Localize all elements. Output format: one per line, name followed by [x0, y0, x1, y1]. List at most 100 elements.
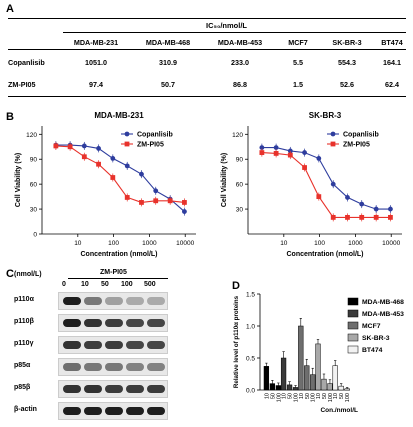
- blot-band: [84, 407, 102, 415]
- blot-strip: [58, 314, 168, 332]
- blot-band: [105, 319, 123, 327]
- lane-conc: 0: [62, 281, 66, 288]
- blot-band: [84, 363, 102, 371]
- panel-label-b: B: [6, 111, 14, 123]
- data-point: [96, 161, 101, 167]
- blot-band: [84, 385, 102, 393]
- y-tick-label: 90: [30, 157, 38, 164]
- blot-band: [84, 319, 102, 327]
- legend-swatch: [347, 297, 359, 306]
- table-cell: 233.0: [231, 58, 249, 67]
- y-tick-label: 1.5: [246, 292, 255, 299]
- series-line: [261, 147, 391, 210]
- data-point: [81, 154, 87, 160]
- p110a-bar-chart: 0.0 0.5 1.0 1.5 Relative level of p110α prot…: [233, 292, 404, 415]
- legend-label: MCF7: [362, 323, 381, 330]
- protein-label: p110α: [14, 296, 34, 303]
- blot-band: [63, 363, 81, 371]
- legend-label: MDA-MB-468: [362, 299, 404, 306]
- series-line: [55, 145, 185, 203]
- x-tick-label: 50: [288, 393, 294, 399]
- protein-label: p110β: [14, 318, 34, 325]
- legend-label: ZM-PI05: [137, 142, 164, 149]
- data-point: [316, 156, 322, 161]
- bar: [263, 366, 270, 391]
- blot-band: [147, 319, 165, 327]
- blot-band: [147, 363, 165, 371]
- dose-response-chart-sk-br-3: SK-BR-3 30 60 90 120 10 100 1000 10000 Concentrat…: [221, 111, 402, 258]
- data-point: [287, 148, 293, 154]
- x-tick-label: 10: [299, 393, 305, 399]
- y-tick-label: 120: [232, 132, 243, 139]
- protein-label: p85α: [14, 362, 31, 369]
- y-tick-label: 120: [26, 132, 37, 139]
- data-point: [67, 144, 73, 150]
- table-cell: 310.9: [159, 58, 177, 67]
- blot-band: [105, 297, 123, 305]
- blot-band: [63, 341, 81, 349]
- y-tick-label: 0.5: [246, 356, 255, 363]
- bar: [292, 387, 299, 391]
- data-point: [139, 171, 144, 177]
- data-point: [330, 214, 336, 220]
- bar: [304, 365, 310, 391]
- blot-strip: [58, 336, 168, 354]
- table-top-rule: [8, 18, 406, 19]
- chart-title: MDA-MB-231: [94, 111, 144, 120]
- table-bottom-rule: [8, 96, 406, 97]
- data-point: [316, 194, 322, 200]
- table-mid-rule: [8, 49, 406, 50]
- data-point: [110, 156, 116, 161]
- column-header: MCF7: [288, 38, 308, 47]
- bar: [298, 325, 304, 391]
- legend-label: ZM-PI05: [343, 142, 370, 149]
- blot-band: [126, 363, 144, 371]
- table-cell: 86.8: [233, 80, 247, 89]
- table-cell: 554.3: [338, 58, 356, 67]
- data-point: [388, 206, 393, 212]
- data-point: [330, 181, 336, 187]
- column-header: SK-BR-3: [332, 38, 362, 47]
- blot-band: [147, 297, 165, 305]
- blot-strip: [58, 402, 168, 420]
- legend-label: BT474: [362, 347, 383, 354]
- bar: [344, 388, 350, 391]
- lane-conc: 500: [144, 281, 156, 288]
- data-point: [373, 214, 379, 220]
- data-point: [53, 143, 59, 149]
- x-tick-label: 50: [270, 393, 276, 399]
- x-tick-label: 1000: [348, 240, 363, 247]
- western-unit-label: (nmol/L): [14, 271, 42, 278]
- series-line: [261, 152, 391, 218]
- blot-band: [84, 341, 102, 349]
- bar: [332, 365, 338, 391]
- legend-label: Copanlisib: [137, 132, 173, 139]
- x-tick-label: 100: [345, 393, 351, 402]
- panel-label-c: C: [6, 268, 14, 280]
- legend-swatch: [347, 321, 359, 330]
- table-header-rule: [63, 32, 406, 33]
- blot-band: [84, 297, 102, 305]
- x-tick-label: 100: [108, 240, 119, 247]
- bar: [280, 357, 287, 391]
- y-tick-label: 1.0: [246, 324, 255, 331]
- legend-marker: [330, 131, 336, 137]
- x-axis-label: Con./nmol/L: [320, 407, 358, 414]
- column-header: MDA-MB-231: [73, 38, 119, 47]
- blot-band: [63, 297, 81, 305]
- x-tick-label: 50: [339, 393, 345, 399]
- y-tick-label: 90: [236, 157, 244, 164]
- legend-marker: [124, 131, 130, 137]
- bar: [315, 343, 321, 391]
- y-tick-label: 30: [236, 207, 244, 214]
- column-header: MDA-MB-468: [145, 38, 191, 47]
- panel-label-a: A: [6, 3, 14, 15]
- table-cell: 50.7: [161, 80, 175, 89]
- data-point: [124, 163, 130, 169]
- x-axis-label: Concentration (nmol/L): [81, 251, 158, 258]
- data-point: [345, 195, 350, 200]
- protein-label: β-actin: [14, 406, 37, 413]
- bar: [327, 383, 333, 391]
- data-point: [167, 198, 173, 204]
- legend-label: MDA-MB-453: [362, 311, 404, 318]
